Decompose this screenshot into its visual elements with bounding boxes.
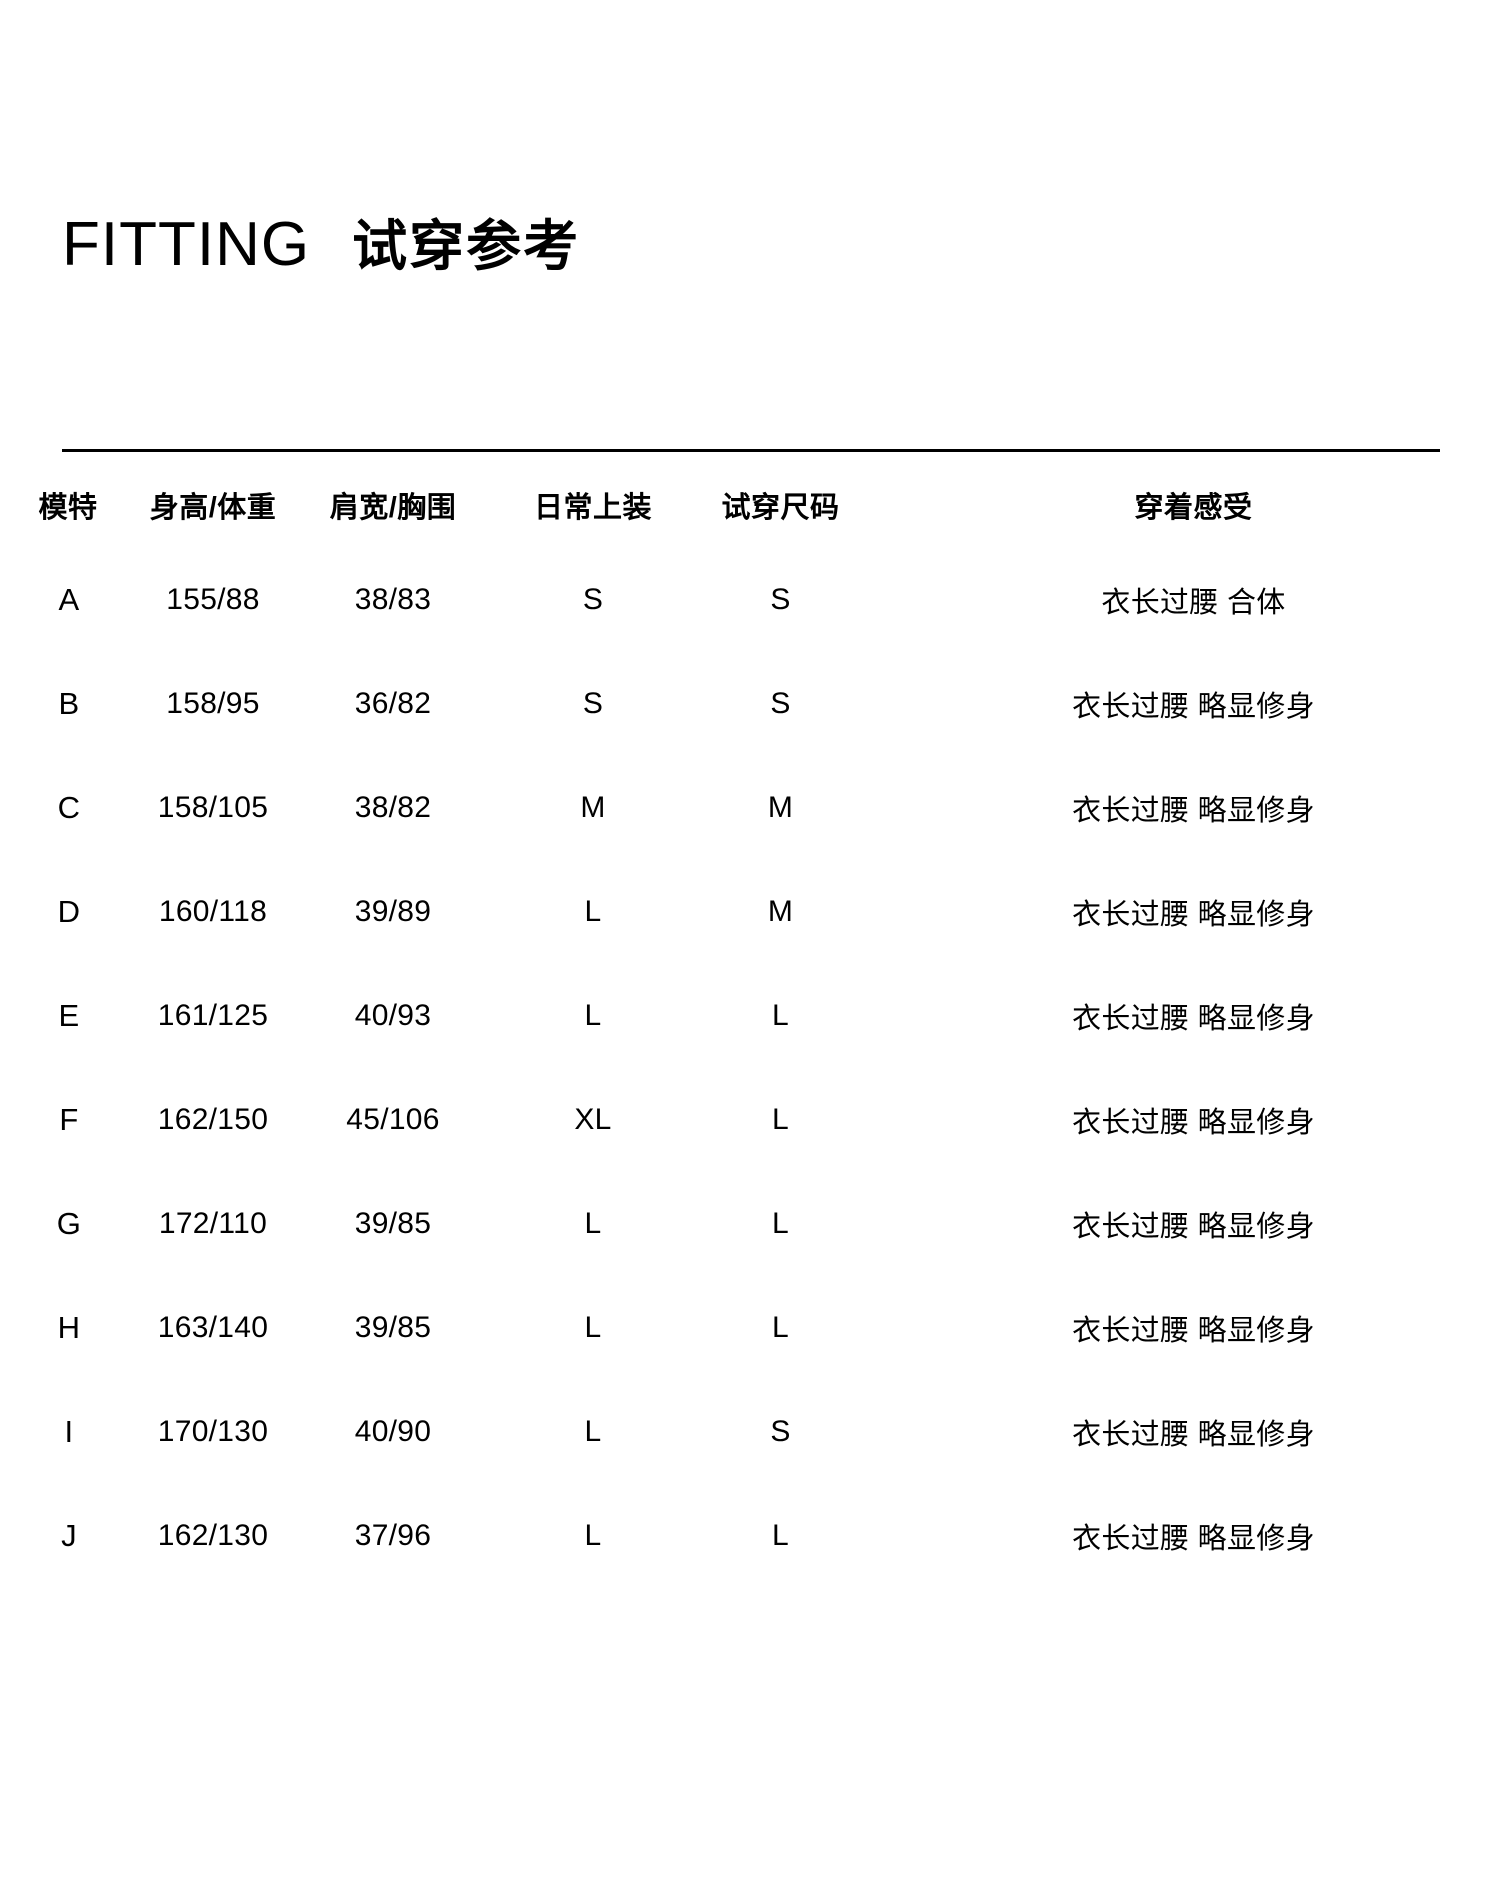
table-row: B 158/95 36/82 S S 衣长过腰 略显修身 [0, 652, 1500, 756]
cell-height-weight: 162/150 [157, 1103, 269, 1136]
cell-height-weight: 170/130 [157, 1415, 269, 1448]
cell-try-on-size: S [770, 1415, 791, 1448]
table-row: F 162/150 45/106 XL L 衣长过腰 略显修身 [0, 1068, 1500, 1172]
cell-wearing-feeling: 衣长过腰 略显修身 [1072, 1107, 1315, 1139]
cell-shoulder-bust: 39/85 [354, 1207, 432, 1240]
cell-try-on-size: L [772, 1311, 789, 1344]
cell-daily-size: S [582, 583, 604, 616]
cell-model: C [57, 790, 81, 825]
cell-model: E [58, 998, 80, 1033]
cell-wearing-feeling: 衣长过腰 略显修身 [1072, 1523, 1315, 1555]
cell-shoulder-bust: 36/82 [354, 687, 432, 720]
cell-daily-size: L [584, 895, 602, 928]
table-row: E 161/125 40/93 L L 衣长过腰 略显修身 [0, 964, 1500, 1068]
cell-wearing-feeling: 衣长过腰 略显修身 [1072, 1211, 1315, 1243]
column-header-try-on-size: 试穿尺码 [721, 492, 840, 524]
cell-shoulder-bust: 40/93 [354, 999, 432, 1032]
table-row: H 163/140 39/85 L L 衣长过腰 略显修身 [0, 1276, 1500, 1380]
column-header-daily-size: 日常上装 [533, 492, 652, 524]
cell-shoulder-bust: 37/96 [354, 1519, 432, 1552]
cell-shoulder-bust: 40/90 [354, 1415, 432, 1448]
cell-daily-size: L [584, 999, 602, 1032]
cell-shoulder-bust: 38/82 [354, 791, 432, 824]
title-divider [62, 449, 1440, 452]
cell-daily-size: L [584, 1207, 602, 1240]
table-row: G 172/110 39/85 L L 衣长过腰 略显修身 [0, 1172, 1500, 1276]
cell-shoulder-bust: 39/89 [354, 895, 432, 928]
cell-daily-size: L [584, 1519, 602, 1552]
column-header-shoulder-bust: 肩宽/胸围 [329, 492, 457, 524]
cell-height-weight: 155/88 [166, 583, 260, 616]
table-row: A 155/88 38/83 S S 衣长过腰 合体 [0, 548, 1500, 652]
column-header-wearing-feeling: 穿着感受 [1134, 492, 1253, 524]
cell-model: I [64, 1414, 74, 1449]
table-row: D 160/118 39/89 L M 衣长过腰 略显修身 [0, 860, 1500, 964]
cell-daily-size: XL [574, 1103, 612, 1136]
table-row: C 158/105 38/82 M M 衣长过腰 略显修身 [0, 756, 1500, 860]
cell-model: B [58, 686, 80, 721]
cell-wearing-feeling: 衣长过腰 略显修身 [1072, 1003, 1315, 1035]
fitting-table-body: A 155/88 38/83 S S 衣长过腰 合体 B 158/95 36/8… [0, 548, 1500, 1588]
cell-try-on-size: S [770, 687, 791, 720]
cell-daily-size: L [584, 1311, 602, 1344]
cell-try-on-size: M [767, 895, 794, 928]
cell-try-on-size: L [772, 1103, 789, 1136]
cell-daily-size: S [582, 687, 604, 720]
cell-try-on-size: L [772, 1519, 789, 1552]
cell-height-weight: 158/95 [166, 687, 260, 720]
cell-model: F [59, 1102, 79, 1137]
cell-wearing-feeling: 衣长过腰 略显修身 [1072, 899, 1315, 931]
cell-height-weight: 160/118 [158, 895, 268, 928]
cell-wearing-feeling: 衣长过腰 略显修身 [1072, 1315, 1315, 1347]
cell-model: H [57, 1310, 81, 1345]
cell-model: A [58, 582, 80, 617]
cell-wearing-feeling: 衣长过腰 合体 [1101, 587, 1286, 619]
table-row: I 170/130 40/90 L S 衣长过腰 略显修身 [0, 1380, 1500, 1484]
cell-height-weight: 158/105 [157, 791, 269, 824]
cell-height-weight: 162/130 [157, 1519, 269, 1552]
cell-try-on-size: L [772, 1207, 789, 1240]
cell-height-weight: 172/110 [158, 1207, 268, 1240]
column-header-height-weight: 身高/体重 [149, 492, 277, 524]
cell-height-weight: 163/140 [157, 1311, 269, 1344]
cell-height-weight: 161/125 [157, 999, 269, 1032]
cell-wearing-feeling: 衣长过腰 略显修身 [1072, 795, 1315, 827]
column-header-model: 模特 [38, 492, 98, 524]
cell-shoulder-bust: 39/85 [354, 1311, 432, 1344]
cell-model: D [57, 894, 81, 929]
cell-daily-size: M [580, 791, 606, 824]
cell-shoulder-bust: 45/106 [346, 1103, 440, 1136]
table-header-row: 模特 身高/体重 肩宽/胸围 日常上装 试穿尺码 穿着感受 [0, 462, 1500, 548]
page-title: FITTING 试穿参考 [62, 214, 580, 276]
cell-shoulder-bust: 38/83 [354, 583, 432, 616]
cell-model: G [56, 1206, 82, 1241]
fitting-table: 模特 身高/体重 肩宽/胸围 日常上装 试穿尺码 穿着感受 A 155/88 3… [0, 462, 1500, 1588]
cell-try-on-size: S [770, 583, 791, 616]
page-title-english: FITTING [62, 210, 311, 279]
cell-model: J [61, 1518, 77, 1553]
cell-try-on-size: L [772, 999, 789, 1032]
cell-daily-size: L [584, 1415, 602, 1448]
cell-wearing-feeling: 衣长过腰 略显修身 [1072, 691, 1315, 723]
cell-try-on-size: M [767, 791, 794, 824]
fitting-table-header: 模特 身高/体重 肩宽/胸围 日常上装 试穿尺码 穿着感受 [0, 462, 1500, 548]
page-title-chinese: 试穿参考 [352, 215, 581, 277]
table-row: J 162/130 37/96 L L 衣长过腰 略显修身 [0, 1484, 1500, 1588]
cell-wearing-feeling: 衣长过腰 略显修身 [1072, 1419, 1315, 1451]
